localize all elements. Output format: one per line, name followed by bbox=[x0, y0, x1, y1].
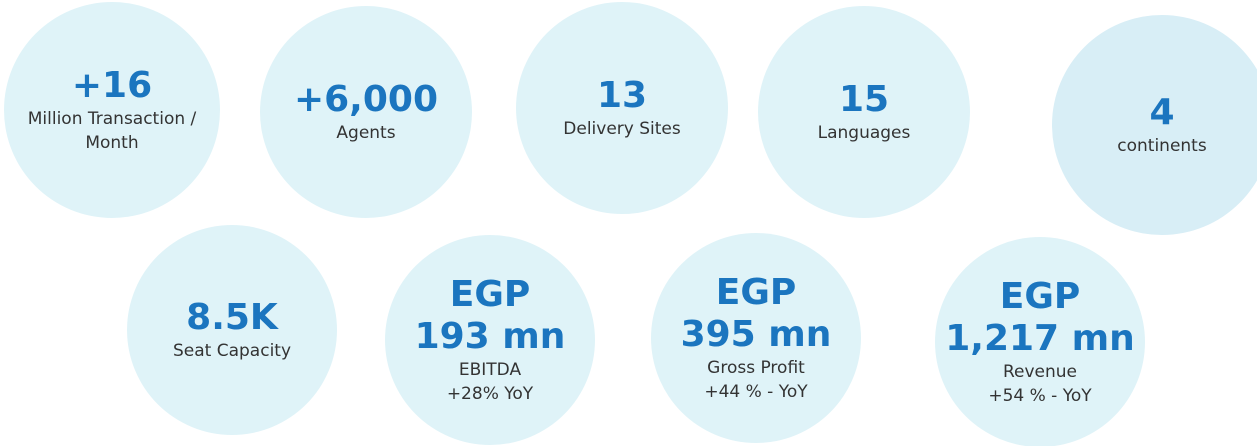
stat-value: EGP bbox=[999, 276, 1081, 317]
stat-label: +44 % - YoY bbox=[704, 382, 808, 402]
stat-label: +54 % - YoY bbox=[988, 386, 1092, 406]
stat-label: EBITDA bbox=[458, 360, 522, 380]
stat-value: +6,000 bbox=[293, 79, 439, 120]
stat-circle: +16 Million Transaction / Month bbox=[4, 2, 220, 218]
stat-value: 8.5K bbox=[186, 297, 278, 338]
stat-value: 15 bbox=[838, 79, 890, 120]
stat-circle: 15 Languages bbox=[758, 6, 970, 218]
stat-label: Million Transaction / bbox=[27, 109, 197, 129]
stat-value: EGP bbox=[715, 272, 797, 313]
stat-label: Revenue bbox=[1002, 362, 1078, 382]
stat-value: 1,217 mn bbox=[945, 318, 1135, 359]
stat-value: 13 bbox=[596, 75, 648, 116]
stat-value: 4 bbox=[1149, 92, 1175, 133]
stat-circle: EGP 193 mn EBITDA +28% YoY bbox=[385, 235, 595, 445]
stat-label: Gross Profit bbox=[707, 358, 805, 378]
stat-circle: 4 continents bbox=[1052, 15, 1257, 235]
stat-circle: 8.5K Seat Capacity bbox=[127, 225, 337, 435]
stat-value: +16 bbox=[71, 65, 153, 106]
stat-value: 193 mn bbox=[414, 316, 566, 357]
stat-label: Seat Capacity bbox=[172, 341, 292, 361]
stat-label: Delivery Sites bbox=[563, 119, 681, 139]
stat-circle: +6,000 Agents bbox=[260, 6, 472, 218]
stat-value: EGP bbox=[449, 274, 531, 315]
stat-circle: EGP 395 mn Gross Profit +44 % - YoY bbox=[651, 233, 861, 443]
stat-label: Month bbox=[85, 133, 139, 153]
stat-circle: 13 Delivery Sites bbox=[516, 2, 728, 214]
stat-label: +28% YoY bbox=[446, 384, 534, 404]
stat-label: Agents bbox=[336, 123, 396, 143]
stat-circle: EGP 1,217 mn Revenue +54 % - YoY bbox=[935, 237, 1145, 446]
stat-label: Languages bbox=[817, 123, 911, 143]
stat-value: 395 mn bbox=[680, 314, 832, 355]
stat-label: continents bbox=[1117, 136, 1207, 156]
